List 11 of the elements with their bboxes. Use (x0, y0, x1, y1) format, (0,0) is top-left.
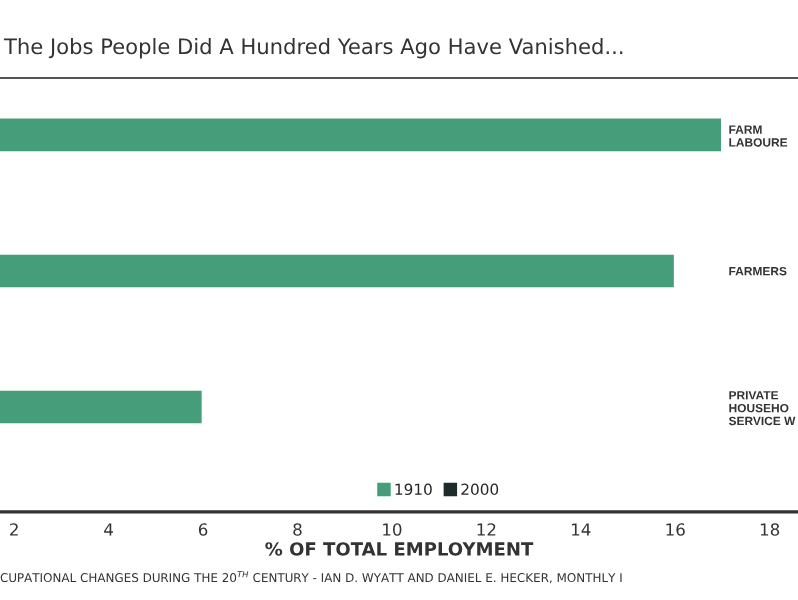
x-tick-label: 2 (10, 523, 18, 536)
x-tick-label: 12 (477, 523, 496, 536)
x-axis-title: % OF TOTAL EMPLOYMENT (265, 542, 534, 556)
x-tick-label: 16 (666, 523, 685, 536)
x-tick-label: 8 (293, 523, 302, 536)
x-tick-label: 18 (760, 523, 780, 536)
x-tick-label: 4 (104, 523, 113, 536)
x-tick-label: 10 (383, 523, 402, 536)
x-tick-label: 14 (572, 523, 591, 536)
x-tick-label: 6 (198, 523, 208, 536)
chart-title: The Jobs People Did A Hundred Years Ago Have Vanished... (3, 37, 623, 59)
